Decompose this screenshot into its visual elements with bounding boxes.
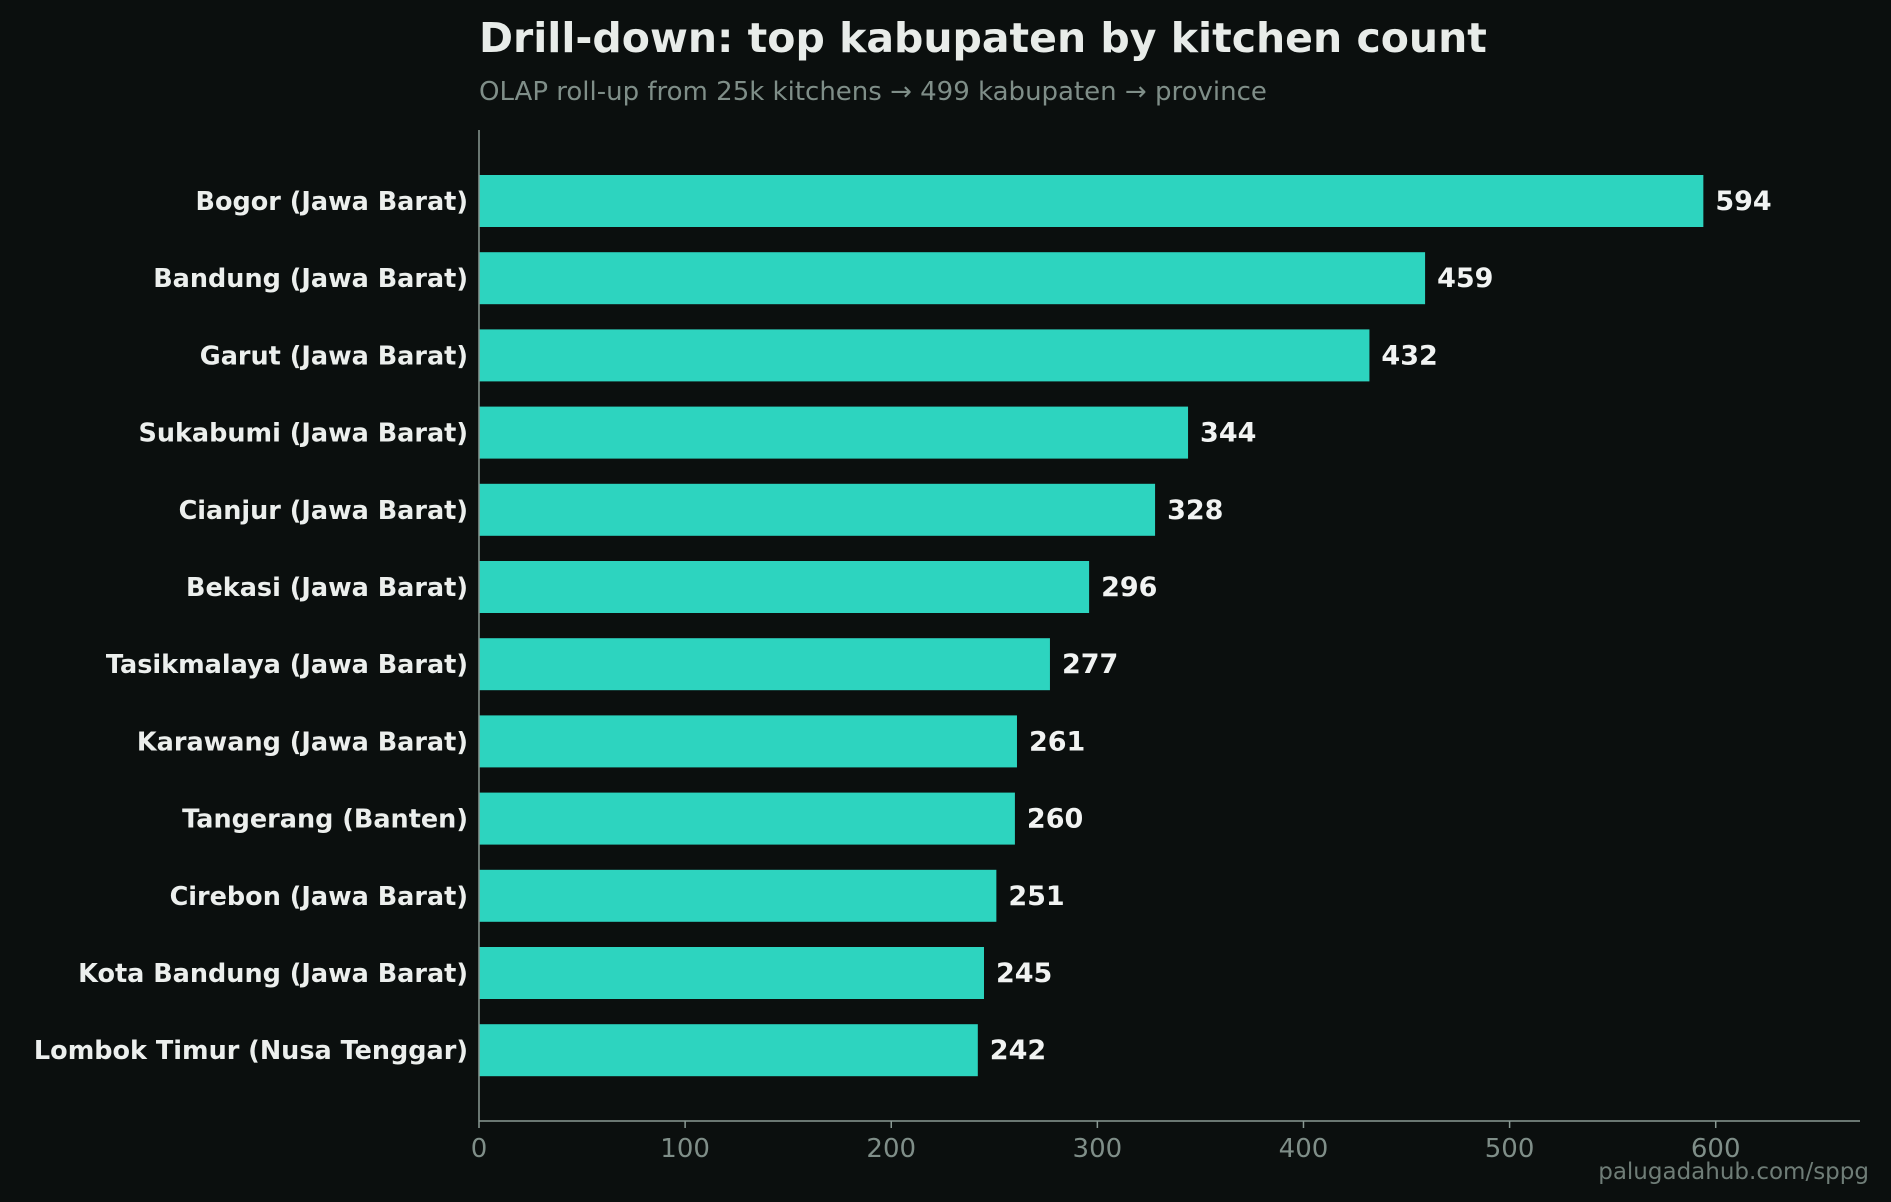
category-label: Sukabumi (Jawa Barat) [138, 419, 468, 449]
bar [479, 561, 1090, 613]
value-label: 245 [996, 958, 1052, 989]
value-label: 459 [1437, 263, 1493, 294]
bar [479, 406, 1189, 459]
bar [479, 252, 1426, 305]
category-label: Cirebon (Jawa Barat) [170, 882, 468, 912]
bar [479, 638, 1050, 691]
x-tick-label: 400 [1279, 1134, 1329, 1164]
bar [479, 329, 1370, 382]
value-label: 277 [1062, 649, 1118, 680]
value-label: 242 [990, 1035, 1046, 1066]
value-label: 261 [1029, 726, 1085, 757]
x-axis-ticks-group: 0 100 200 300 400 500 600 [471, 1121, 1741, 1164]
category-label: Tangerang (Banten) [182, 805, 468, 835]
x-tick-label: 200 [866, 1134, 916, 1164]
value-label: 432 [1381, 340, 1437, 371]
value-labels-group: 594 459 432 344 328 296 277 261 260 251 245 242 [990, 186, 1772, 1066]
bar [479, 175, 1704, 227]
x-tick-label: 300 [1073, 1134, 1123, 1164]
x-tick-label: 600 [1691, 1134, 1741, 1164]
chart-subtitle: OLAP roll-up from 25k kitchens → 499 kab… [479, 77, 1267, 107]
value-label: 344 [1200, 418, 1256, 449]
x-tick-label: 500 [1485, 1134, 1535, 1164]
x-tick-label: 100 [660, 1134, 710, 1164]
bar [479, 715, 1017, 768]
bar [479, 869, 997, 922]
category-labels-group: Bogor (Jawa Barat) Bandung (Jawa Barat) Ga… [34, 187, 468, 1066]
value-label: 251 [1008, 881, 1064, 912]
category-label: Bogor (Jawa Barat) [196, 187, 468, 217]
category-label: Kota Bandung (Jawa Barat) [78, 959, 468, 989]
bars-group [479, 175, 1704, 1077]
category-label: Garut (Jawa Barat) [200, 341, 468, 371]
category-label: Karawang (Jawa Barat) [137, 727, 468, 757]
category-label: Bandung (Jawa Barat) [153, 264, 468, 294]
category-label: Bekasi (Jawa Barat) [186, 573, 468, 603]
value-label: 296 [1101, 572, 1157, 603]
category-label: Cianjur (Jawa Barat) [179, 496, 468, 526]
bar [479, 1024, 978, 1077]
chart-title: Drill-down: top kabupaten by kitchen cou… [479, 14, 1487, 62]
x-tick-label: 0 [471, 1134, 488, 1164]
bar [479, 792, 1015, 845]
value-label: 594 [1715, 186, 1771, 217]
category-label: Tasikmalaya (Jawa Barat) [106, 650, 468, 680]
value-label: 260 [1027, 804, 1083, 835]
value-label: 328 [1167, 495, 1223, 526]
bar [479, 947, 984, 999]
bar [479, 483, 1156, 536]
category-label: Lombok Timur (Nusa Tenggar) [34, 1036, 468, 1066]
footer-credit: palugadahub.com/sppg [1598, 1159, 1869, 1185]
